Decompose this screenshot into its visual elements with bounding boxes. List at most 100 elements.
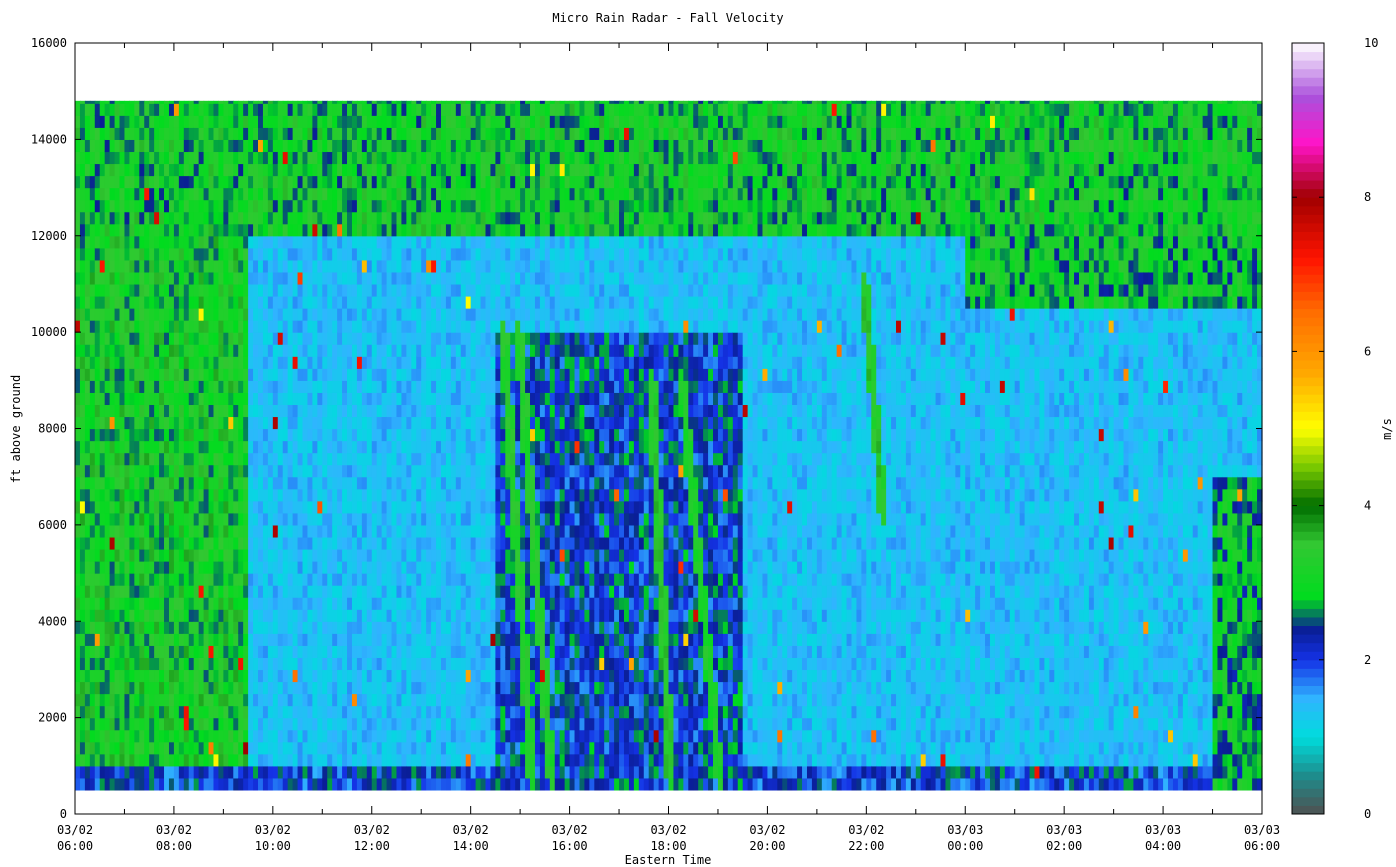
heatmap-cell bbox=[277, 320, 284, 333]
heatmap-cell bbox=[292, 247, 299, 261]
heatmap-cell bbox=[238, 777, 244, 791]
heatmap-cell bbox=[144, 609, 150, 622]
heatmap-cell bbox=[312, 416, 318, 430]
heatmap-cell bbox=[168, 259, 175, 273]
heatmap-cell bbox=[168, 175, 175, 189]
heatmap-cell bbox=[302, 621, 309, 634]
heatmap-cell bbox=[401, 621, 407, 634]
heatmap-cell bbox=[312, 500, 318, 514]
heatmap-cell bbox=[277, 235, 284, 249]
heatmap-cell bbox=[193, 440, 200, 454]
heatmap-cell bbox=[267, 151, 274, 165]
heatmap-cell bbox=[277, 151, 284, 165]
heatmap-cell bbox=[302, 199, 309, 213]
heatmap-cell bbox=[104, 187, 111, 201]
heatmap-cell bbox=[356, 223, 363, 237]
heatmap-cell bbox=[322, 693, 328, 707]
heatmap-cell bbox=[79, 247, 86, 261]
heatmap-cell bbox=[84, 536, 91, 550]
heatmap-cell bbox=[89, 151, 96, 165]
heatmap-cell bbox=[480, 488, 487, 502]
heatmap-cell bbox=[317, 320, 323, 333]
heatmap-cell bbox=[94, 247, 101, 261]
heatmap-cell bbox=[480, 283, 487, 297]
heatmap-cell bbox=[84, 717, 91, 731]
heatmap-cell bbox=[84, 464, 91, 478]
heatmap-cell bbox=[450, 151, 457, 165]
heatmap-cell bbox=[337, 464, 343, 478]
heatmap-cell bbox=[149, 211, 155, 225]
heatmap-cell bbox=[134, 452, 140, 466]
heatmap-cell bbox=[317, 729, 323, 743]
heatmap-cell bbox=[248, 741, 254, 755]
heatmap-cell bbox=[94, 705, 101, 719]
heatmap-cell bbox=[173, 657, 180, 671]
heatmap-cell bbox=[490, 283, 496, 297]
heatmap-cell bbox=[406, 657, 412, 671]
heatmap-cell bbox=[154, 452, 160, 466]
heatmap-cell bbox=[104, 573, 111, 586]
heatmap-cell bbox=[149, 597, 155, 610]
heatmap-cell bbox=[351, 344, 358, 357]
heatmap-cell bbox=[223, 645, 229, 658]
heatmap-cell bbox=[500, 729, 506, 743]
heatmap-cell bbox=[460, 693, 467, 707]
heatmap-cell bbox=[386, 199, 393, 213]
heatmap-cell bbox=[238, 151, 244, 165]
heatmap-cell bbox=[272, 669, 279, 683]
heatmap-cell bbox=[124, 681, 131, 695]
heatmap-cell bbox=[198, 295, 205, 309]
heatmap-cell bbox=[337, 103, 343, 116]
heatmap-cell bbox=[297, 657, 304, 671]
heatmap-cell bbox=[396, 187, 403, 201]
heatmap-cell bbox=[198, 512, 205, 526]
heatmap-cell bbox=[104, 235, 111, 249]
heatmap-cell bbox=[421, 259, 427, 273]
heatmap-cell bbox=[89, 512, 96, 526]
heatmap-cell bbox=[272, 488, 279, 502]
heatmap-cell bbox=[406, 428, 412, 442]
heatmap-cell bbox=[124, 100, 131, 104]
heatmap-cell bbox=[485, 536, 492, 550]
heatmap-cell bbox=[455, 271, 462, 285]
heatmap-cell bbox=[203, 115, 210, 128]
heatmap-cell bbox=[322, 452, 328, 466]
heatmap-cell bbox=[223, 271, 229, 285]
heatmap-cell bbox=[248, 500, 254, 514]
heatmap-cell bbox=[282, 741, 289, 755]
heatmap-cell bbox=[485, 561, 492, 574]
heatmap-cell bbox=[287, 223, 294, 237]
heatmap-cell bbox=[342, 308, 348, 321]
heatmap-cell bbox=[119, 597, 126, 610]
heatmap-cell bbox=[104, 428, 111, 442]
heatmap-cell bbox=[79, 127, 86, 140]
heatmap-cell bbox=[406, 115, 412, 128]
heatmap-cell bbox=[89, 271, 96, 285]
heatmap-cell bbox=[144, 597, 150, 610]
heatmap-cell bbox=[223, 368, 229, 381]
heatmap-cell bbox=[109, 452, 116, 466]
heatmap-cell bbox=[154, 548, 160, 562]
heatmap-cell bbox=[366, 512, 373, 526]
heatmap-cell bbox=[431, 548, 437, 562]
heatmap-cell bbox=[391, 320, 398, 333]
heatmap-cell bbox=[228, 151, 234, 165]
heatmap-cell bbox=[450, 320, 457, 333]
heatmap-cell bbox=[248, 103, 254, 116]
heatmap-cell bbox=[94, 127, 101, 140]
heatmap-cell bbox=[292, 199, 299, 213]
heatmap-cell bbox=[164, 428, 170, 442]
heatmap-cell bbox=[485, 512, 492, 526]
heatmap-cell bbox=[495, 356, 501, 369]
heatmap-cell bbox=[218, 175, 224, 189]
heatmap-cell bbox=[440, 308, 447, 321]
heatmap-cell bbox=[322, 573, 328, 586]
heatmap-cell bbox=[109, 693, 116, 707]
heatmap-cell bbox=[317, 476, 323, 490]
heatmap-cell bbox=[223, 705, 229, 719]
heatmap-cell bbox=[312, 609, 318, 622]
heatmap-cell bbox=[460, 512, 467, 526]
heatmap-cell bbox=[173, 368, 180, 381]
heatmap-cell bbox=[391, 693, 398, 707]
heatmap-cell bbox=[322, 332, 328, 345]
